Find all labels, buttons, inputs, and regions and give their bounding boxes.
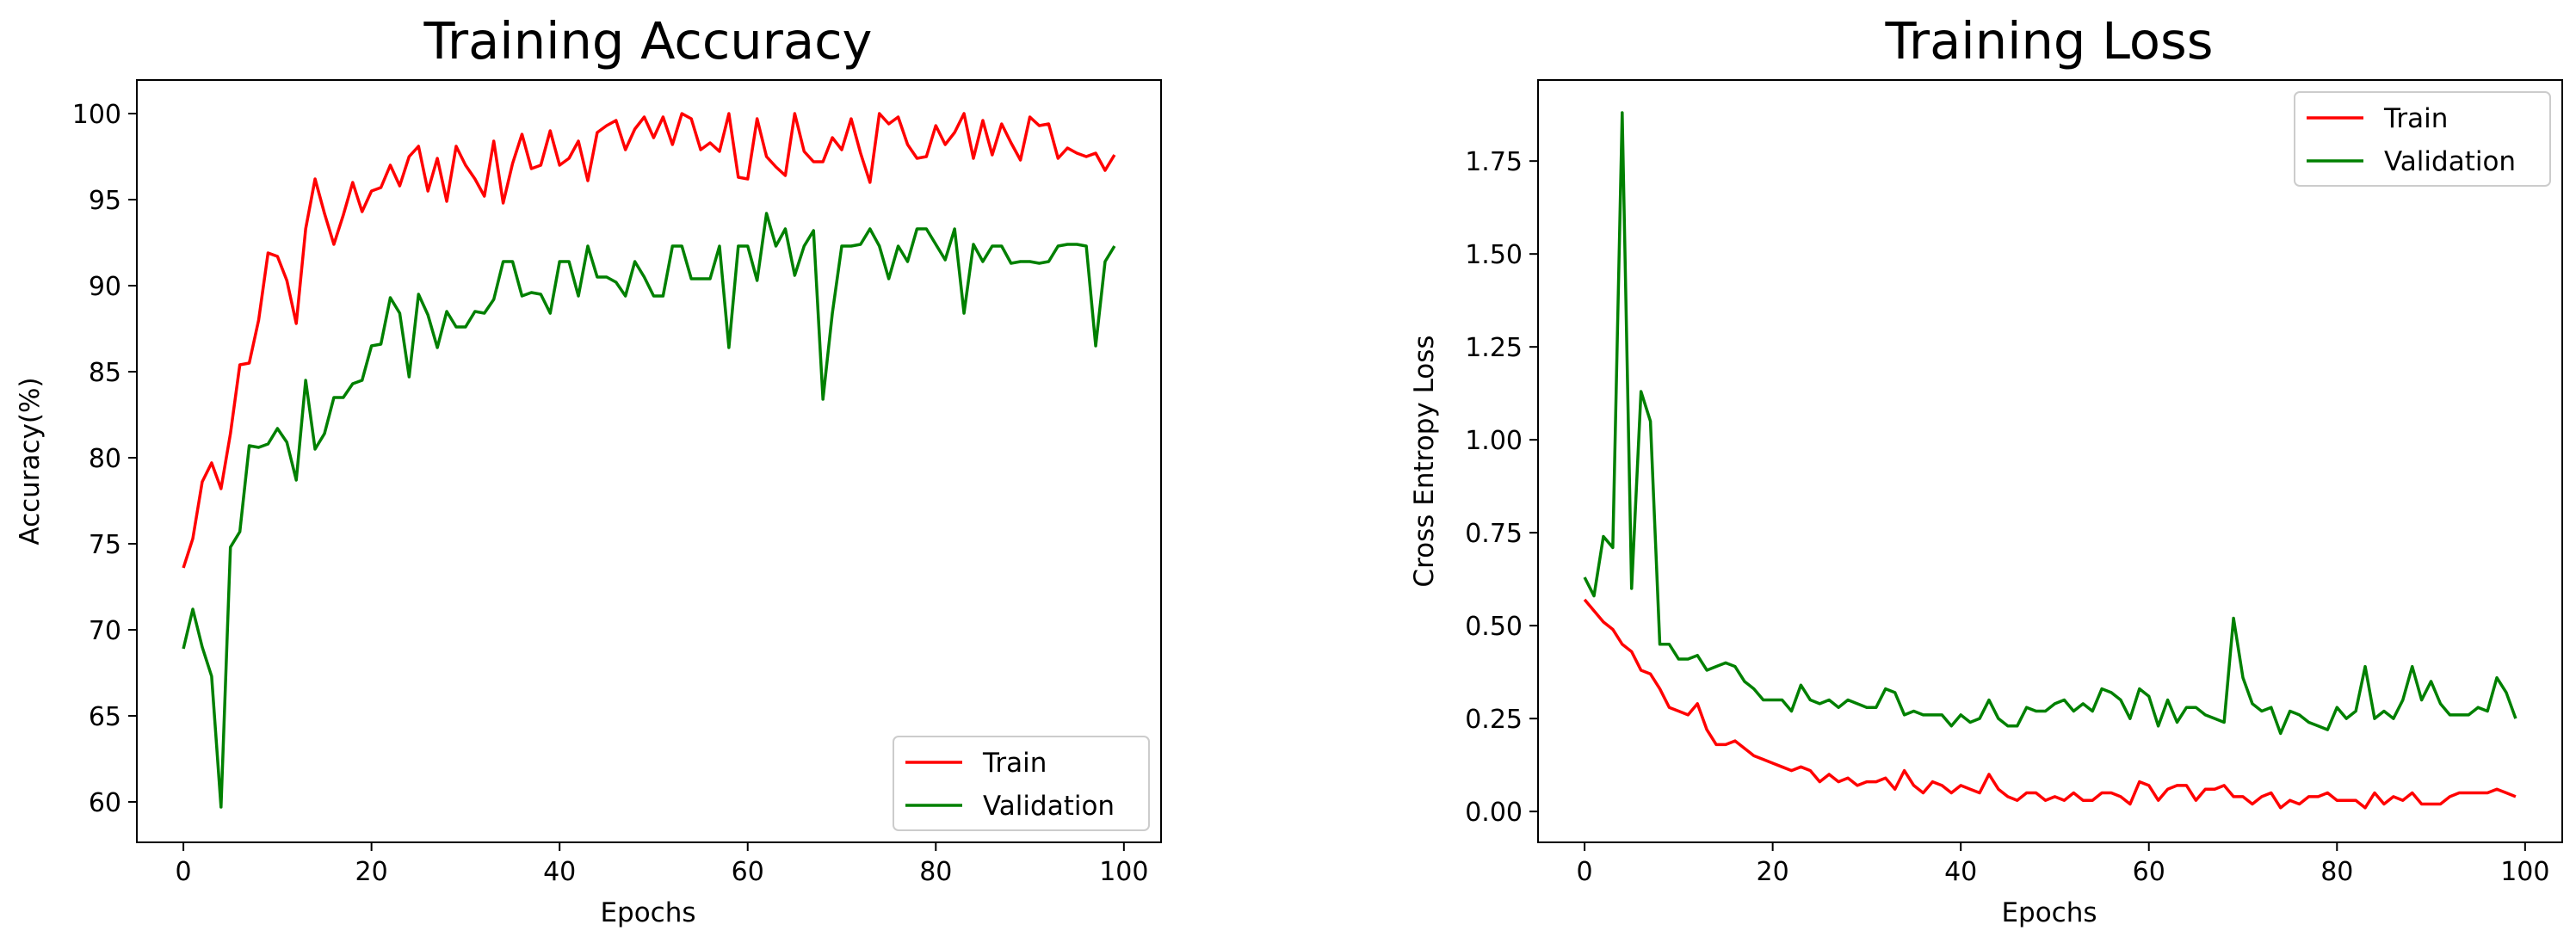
accuracy-ytick-label: 60 — [89, 788, 121, 818]
accuracy-ytick-label: 70 — [89, 616, 121, 646]
loss-x-axis-label: Epochs — [2001, 897, 2097, 928]
accuracy-series-validation-line — [182, 212, 1116, 809]
accuracy-series-train-line — [182, 112, 1116, 569]
loss-y-axis-label: Cross Entropy Loss — [1409, 335, 1440, 587]
loss-legend-label-train: Train — [2383, 103, 2448, 134]
loss-chart: 0 20 40 60 80 100 0.00 0.25 0.50 0.75 1.00 1.25 1.50… — [1409, 11, 2563, 928]
loss-ytick-label: 0.00 — [1465, 798, 1523, 828]
accuracy-ytick-label: 75 — [89, 530, 121, 560]
accuracy-legend-label-train: Train — [982, 748, 1047, 779]
loss-xtick-label: 60 — [2133, 857, 2165, 887]
accuracy-ytick-label: 80 — [89, 444, 121, 474]
accuracy-xtick-label: 40 — [543, 857, 576, 887]
loss-ytick-label: 1.50 — [1465, 240, 1523, 270]
loss-legend-label-validation: Validation — [2384, 146, 2516, 177]
accuracy-ytick-label: 85 — [89, 358, 121, 388]
loss-legend: Train Validation — [2294, 91, 2551, 187]
loss-ytick-label: 1.25 — [1465, 333, 1523, 363]
accuracy-xtick-label: 60 — [732, 857, 764, 887]
accuracy-xtick-label: 0 — [176, 857, 192, 887]
loss-xtick-label: 100 — [2500, 857, 2549, 887]
accuracy-xtick-label: 100 — [1099, 857, 1148, 887]
accuracy-chart-title: Training Accuracy — [423, 11, 873, 71]
accuracy-legend-label-validation: Validation — [983, 791, 1115, 822]
loss-xtick-label: 0 — [1577, 857, 1593, 887]
loss-ytick-label: 0.50 — [1465, 612, 1523, 642]
loss-ytick-label: 1.75 — [1465, 147, 1523, 177]
loss-ytick-label: 1.00 — [1465, 426, 1523, 456]
accuracy-x-axis-label: Epochs — [600, 897, 695, 928]
loss-xtick-label: 80 — [2320, 857, 2353, 887]
accuracy-ytick-label: 100 — [72, 100, 121, 130]
accuracy-ytick-label: 95 — [89, 186, 121, 216]
accuracy-legend: Train Validation — [893, 736, 1150, 831]
accuracy-ytick-label: 90 — [89, 272, 121, 302]
accuracy-chart: 0 20 40 60 80 100 60 65 70 75 80 85 90 95 100 Training … — [15, 11, 1162, 928]
loss-series-train-line — [1583, 598, 2517, 810]
accuracy-ytick-label: 65 — [89, 702, 121, 732]
loss-xtick-label: 40 — [1944, 857, 1977, 887]
accuracy-plot-area — [136, 79, 1162, 843]
loss-series-validation-line — [1583, 111, 2517, 736]
accuracy-xtick-label: 80 — [919, 857, 952, 887]
loss-plot-area — [1537, 79, 2563, 843]
loss-ytick-label: 0.75 — [1465, 519, 1523, 549]
loss-chart-title: Training Loss — [1885, 11, 2214, 71]
loss-ytick-label: 0.25 — [1465, 705, 1523, 735]
loss-xtick-label: 20 — [1757, 857, 1789, 887]
accuracy-xtick-label: 20 — [355, 857, 388, 887]
accuracy-y-axis-label: Accuracy(%) — [15, 377, 46, 545]
